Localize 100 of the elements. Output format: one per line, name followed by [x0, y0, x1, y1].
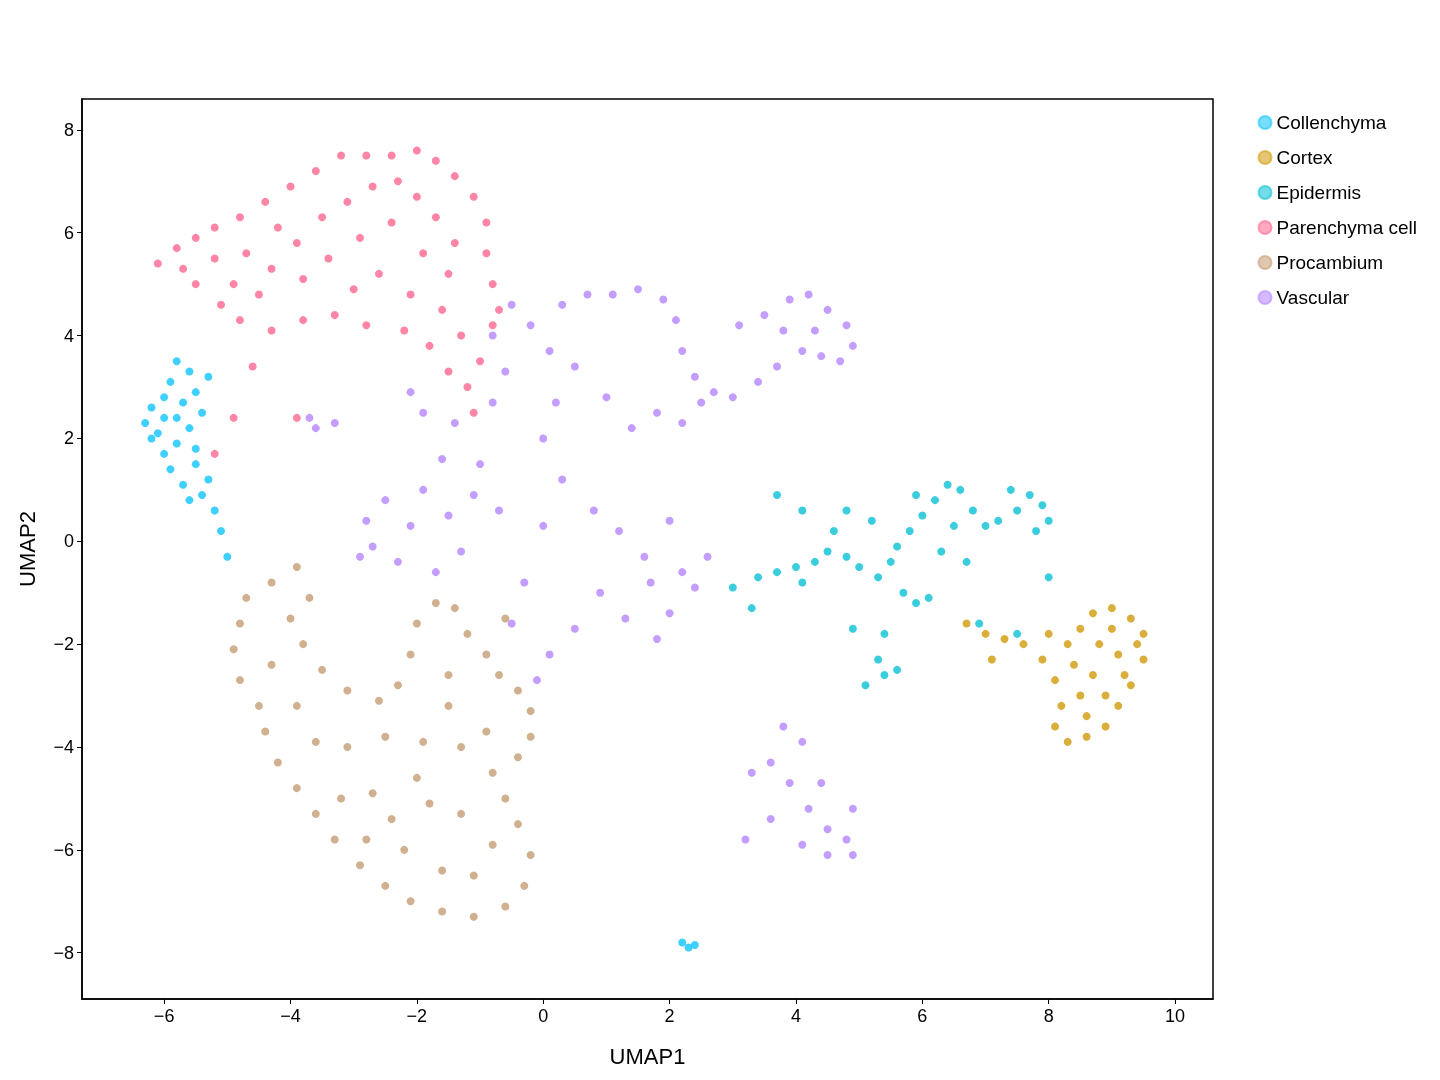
point [1057, 701, 1066, 710]
legend-label: Collenchyma [1276, 112, 1387, 133]
point [172, 439, 181, 448]
point [931, 496, 939, 505]
y-tick-label: 8 [63, 119, 74, 140]
point [1076, 691, 1085, 700]
x-axis-title: UMAP1 [609, 1043, 686, 1069]
point [191, 444, 200, 453]
point [1120, 671, 1129, 679]
point [987, 655, 996, 664]
legend-label: Vascular [1276, 287, 1350, 308]
point [1006, 485, 1015, 494]
point [204, 475, 213, 484]
point [172, 357, 181, 366]
point [191, 388, 200, 397]
legend-label: Parenchyma cell [1276, 217, 1417, 238]
x-tick-label: −4 [280, 1006, 301, 1026]
point [754, 573, 763, 582]
point [874, 573, 883, 582]
x-tick-label: 0 [538, 1006, 549, 1026]
point [223, 552, 232, 561]
point [198, 408, 207, 417]
y-tick-label: −2 [53, 634, 74, 655]
point [829, 527, 838, 535]
point [810, 557, 819, 566]
point [773, 491, 782, 499]
point [1019, 640, 1028, 649]
point [773, 568, 782, 577]
x-tick-label: −6 [153, 1006, 175, 1026]
point [166, 465, 175, 474]
point [1088, 671, 1097, 679]
point [1038, 501, 1047, 510]
point [1070, 660, 1078, 669]
point [968, 506, 977, 515]
point [880, 629, 889, 638]
point [1044, 573, 1053, 582]
point [1107, 624, 1116, 633]
point [1107, 604, 1116, 613]
point [937, 547, 946, 556]
point [147, 434, 156, 443]
point [166, 377, 175, 386]
point [747, 604, 756, 613]
x-tick-label: 10 [1165, 1006, 1186, 1026]
point [1044, 516, 1053, 525]
point [956, 485, 965, 494]
point [880, 671, 889, 679]
point [1139, 629, 1148, 638]
point [1126, 681, 1135, 690]
point [912, 491, 921, 499]
point [886, 557, 895, 566]
point [147, 403, 156, 412]
x-tick-label: 8 [1043, 1006, 1054, 1026]
x-tick-label: 2 [664, 1006, 675, 1026]
point [728, 583, 737, 592]
point [185, 496, 194, 505]
point [855, 563, 864, 571]
point [1025, 491, 1034, 499]
point [160, 413, 169, 422]
legend-label: Procambium [1276, 252, 1384, 273]
point [842, 552, 851, 561]
point [1051, 676, 1060, 685]
point [1082, 712, 1091, 721]
legend-label: Epidermis [1276, 182, 1362, 203]
point [975, 619, 984, 628]
point [981, 629, 990, 638]
point [1051, 722, 1060, 731]
point [185, 424, 194, 433]
point [1013, 506, 1022, 515]
x-tick-label: −2 [406, 1006, 428, 1026]
point [204, 372, 213, 381]
y-axis-title: UMAP2 [14, 511, 40, 587]
point [1032, 527, 1041, 535]
point [1095, 640, 1104, 649]
y-tick-label: −8 [53, 942, 74, 963]
y-tick-label: −6 [53, 839, 74, 860]
point [1133, 640, 1142, 649]
point [867, 516, 876, 525]
point [678, 938, 687, 947]
x-tick-label: 4 [790, 1006, 801, 1026]
point [861, 681, 870, 690]
point [1063, 640, 1072, 649]
point [981, 521, 990, 530]
point [905, 527, 914, 535]
point [191, 460, 200, 469]
point [1101, 691, 1110, 700]
point [1114, 701, 1123, 710]
point [179, 398, 188, 407]
point [918, 511, 927, 520]
point [798, 578, 807, 587]
point [1013, 629, 1022, 638]
point [949, 521, 958, 530]
point [823, 547, 832, 556]
point [1126, 614, 1135, 623]
point [179, 480, 188, 489]
point [912, 599, 921, 607]
y-tick-label: −4 [53, 737, 74, 757]
point [172, 413, 181, 422]
point [141, 419, 150, 427]
point [899, 588, 908, 597]
point [153, 429, 162, 438]
